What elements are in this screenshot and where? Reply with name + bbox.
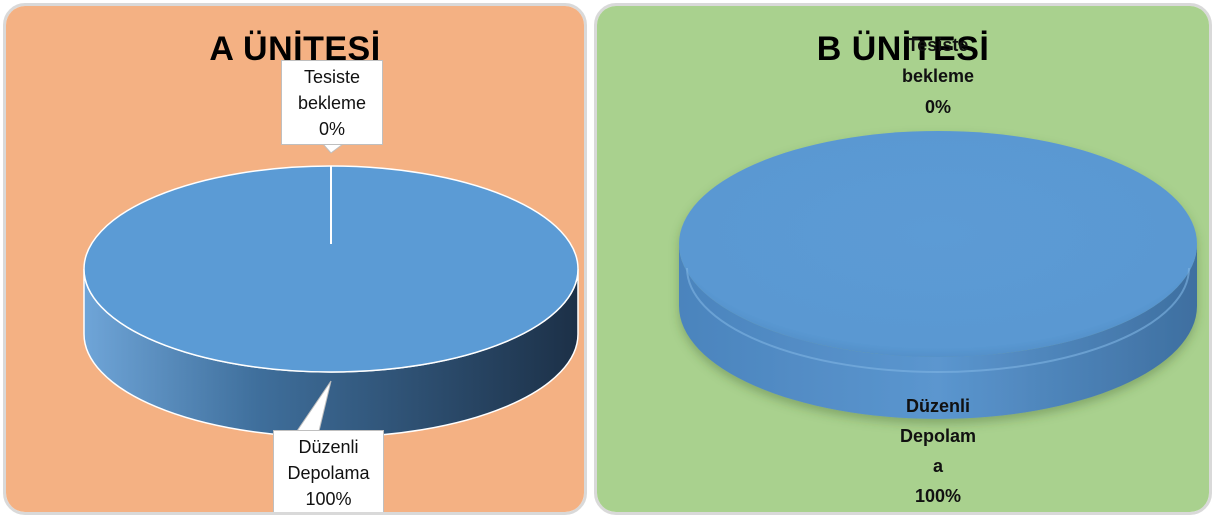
data-label-line: bekleme [901, 66, 975, 86]
data-label-line: 0% [318, 119, 345, 139]
data-label-line: 100% [914, 486, 962, 506]
data-label-line: Düzenli [298, 437, 359, 457]
pie-rim-highlight [686, 267, 1190, 373]
data-label-line: Tesiste [303, 67, 361, 87]
chart-panel-a: A ÜNİTESİ Tesiste bekleme 0% Düzenli Dep… [3, 3, 587, 515]
pie-slice-duzenli-depolama [679, 131, 1197, 357]
data-label-line: bekleme [297, 93, 367, 113]
data-label-duzenli-depolama: Düzenli Depolama 100% [273, 430, 384, 512]
pie-chart-b [597, 6, 1209, 512]
data-label-tesiste-bekleme: Tesiste bekleme 0% [281, 60, 383, 145]
data-label-line: Depolama [287, 463, 370, 483]
data-label-line: Depolam [899, 426, 977, 446]
data-label-duzenli-depolama: Düzenli Depolam a 100% [883, 391, 993, 511]
chart-title: B ÜNİTESİ [816, 30, 990, 68]
data-label-line: Düzenli [905, 396, 970, 416]
data-label-tesiste-bekleme: Tesiste bekleme 0% [893, 30, 983, 123]
pie-slice-side-duzenli-depolama [679, 244, 1197, 419]
chart-panel-b: B ÜNİTESİ Tesiste bekleme 0% Düzenli Dep… [594, 3, 1212, 515]
data-label-line: 100% [305, 489, 352, 509]
data-label-line: Tesiste [907, 35, 969, 55]
data-label-line: a [932, 456, 943, 476]
data-label-line: 0% [924, 97, 951, 117]
